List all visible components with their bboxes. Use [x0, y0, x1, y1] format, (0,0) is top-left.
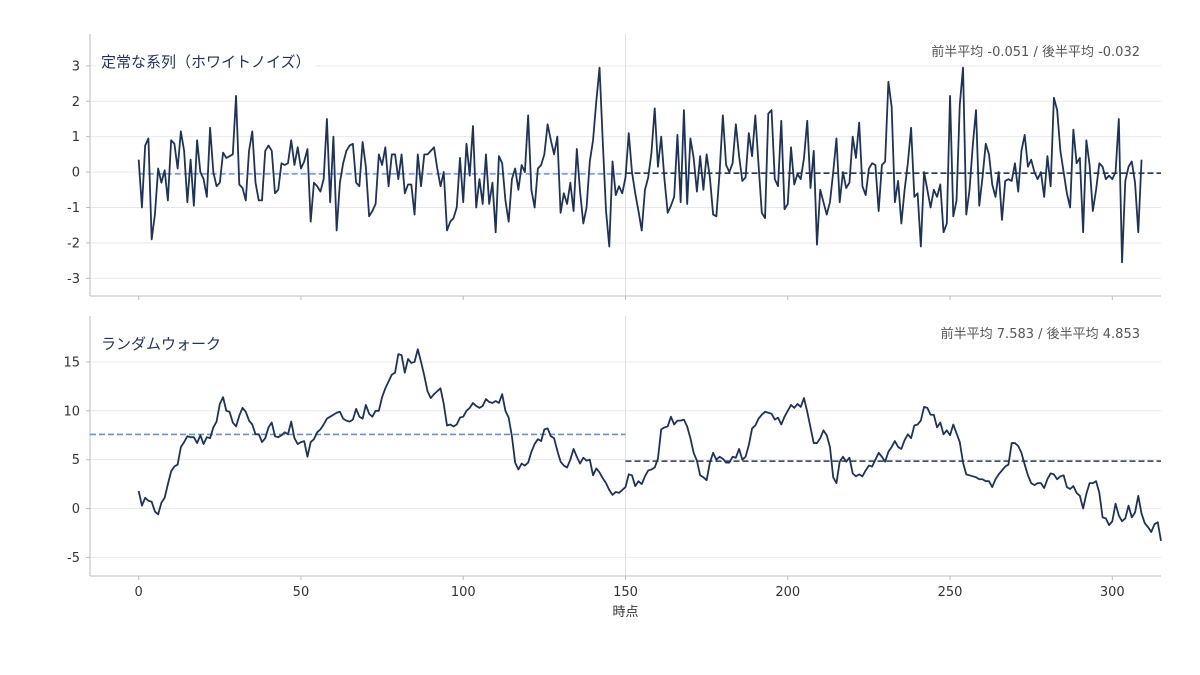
y-tick-label: 0	[72, 166, 80, 181]
y-tick-label: 3	[72, 59, 80, 74]
series-line-1	[137, 348, 1162, 541]
panel-title: ランダムウォーク	[101, 335, 221, 353]
panel-title-background	[96, 332, 227, 356]
x-tick-label: 0	[135, 585, 143, 600]
x-tick-label: 300	[1100, 585, 1125, 600]
mean-annotation: 前半平均 7.583 / 後半平均 4.853	[941, 326, 1140, 342]
panel-title: 定常な系列（ホワイトノイズ）	[101, 53, 311, 71]
x-tick-label: 200	[775, 585, 800, 600]
panel-title-background	[96, 50, 316, 74]
x-tick-label: 100	[451, 585, 476, 600]
y-tick-label: -2	[67, 236, 80, 251]
y-tick-label: 15	[63, 355, 80, 370]
y-tick-label: 0	[72, 502, 80, 517]
x-tick-label: 250	[938, 585, 963, 600]
x-tick-label: 50	[293, 585, 310, 600]
mean-annotation: 前半平均 -0.051 / 後半平均 -0.032	[931, 44, 1140, 60]
panel-1: -3 -2 -1 0 1 2 3	[67, 34, 1161, 300]
x-axis-label: 時点	[612, 605, 638, 620]
y-tick-label: 10	[63, 404, 80, 419]
series-line-1	[137, 66, 1143, 264]
y-tick-label: 1	[72, 130, 80, 145]
y-tick-label: 2	[72, 95, 80, 110]
y-tick-label: -5	[67, 551, 80, 566]
y-tick-label: -3	[67, 272, 80, 287]
x-tick-label: 150	[613, 585, 638, 600]
y-tick-label: 5	[72, 453, 80, 468]
y-tick-label: -1	[67, 201, 80, 216]
